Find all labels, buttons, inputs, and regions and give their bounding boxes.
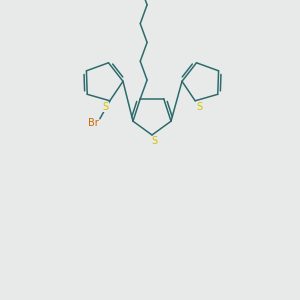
Text: Br: Br bbox=[88, 118, 99, 128]
Text: S: S bbox=[151, 136, 157, 146]
Text: S: S bbox=[103, 102, 109, 112]
Text: S: S bbox=[196, 102, 202, 112]
